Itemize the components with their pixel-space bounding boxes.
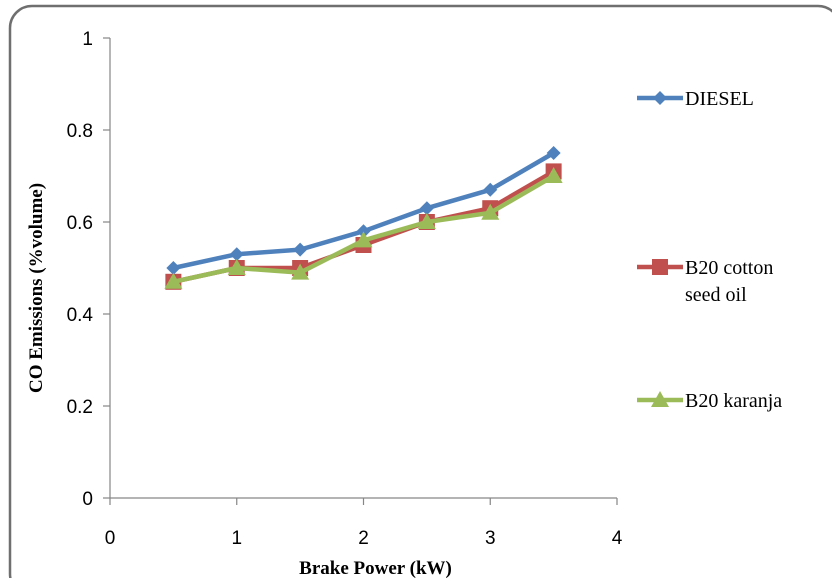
- data-point: [293, 242, 308, 257]
- legend-marker: [651, 391, 669, 407]
- x-tick-label: 0: [105, 528, 116, 549]
- legend-label: DIESEL: [685, 88, 754, 110]
- legend-label: B20 cotton: [685, 257, 773, 279]
- y-tick-label: 0: [82, 489, 93, 510]
- x-tick-label: 4: [612, 528, 623, 549]
- data-point: [419, 201, 434, 216]
- legend: DIESEL B20 cotton seed oil B20 karanja: [637, 88, 782, 412]
- data-point: [166, 261, 181, 275]
- data-point: [164, 272, 183, 289]
- axes: [109, 38, 617, 499]
- legend-item: B20 karanja: [637, 390, 782, 412]
- data-point: [481, 203, 500, 220]
- x-tick-label: 3: [485, 528, 496, 549]
- x-tick-label: 2: [358, 528, 369, 549]
- legend-item: DIESEL: [637, 88, 754, 110]
- legend-marker: [653, 91, 667, 105]
- x-axis-title: Brake Power (kW): [299, 558, 452, 578]
- data-point: [227, 259, 246, 275]
- tick-labels: 0 0.2 0.4 0.6 0.8 1 0 1 2 3 4: [67, 29, 623, 549]
- legend-item: B20 cotton seed oil: [637, 257, 773, 306]
- y-tick-label: 0.8: [67, 121, 93, 142]
- x-tick-label: 1: [231, 528, 242, 549]
- series-layer: [164, 146, 563, 290]
- data-point: [417, 213, 436, 229]
- y-axis-title: CO Emissions (%volume): [26, 183, 47, 393]
- legend-marker: [652, 259, 668, 275]
- y-tick-label: 1: [82, 29, 93, 50]
- data-point: [356, 224, 371, 239]
- data-point: [544, 167, 563, 183]
- data-point: [546, 146, 561, 160]
- data-point: [354, 231, 373, 248]
- legend-label: B20 karanja: [685, 390, 782, 412]
- data-point: [291, 263, 310, 280]
- data-point: [483, 182, 498, 197]
- legend-label: seed oil: [685, 284, 747, 306]
- y-tick-label: 0.4: [67, 305, 94, 326]
- y-tick-label: 0.6: [67, 213, 93, 234]
- data-point: [229, 247, 244, 262]
- series-triangle: [164, 167, 563, 289]
- series-diamond: [166, 146, 561, 275]
- y-tick-label: 0.2: [67, 397, 93, 418]
